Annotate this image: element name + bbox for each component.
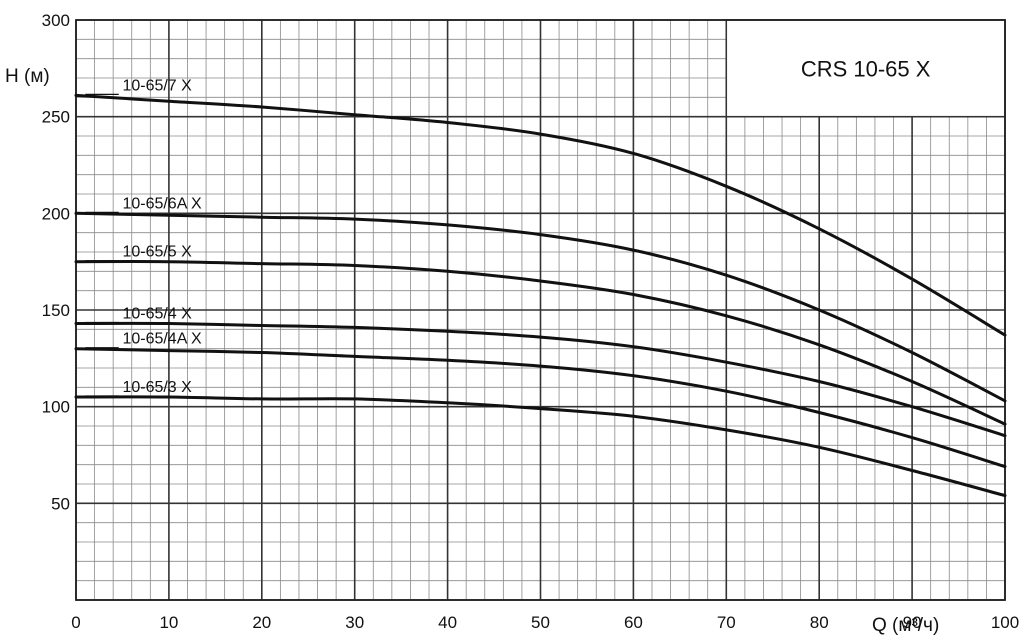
y-axis-label: H (м) bbox=[5, 66, 50, 87]
x-axis-label: Q (м³/ч) bbox=[872, 615, 939, 635]
series-line bbox=[74, 211, 1007, 403]
series-label: 10-65/4 X bbox=[122, 306, 192, 323]
series-label: 10-65/6A X bbox=[122, 195, 202, 212]
x-tick-label: 10 bbox=[159, 613, 178, 632]
x-tick-label: 50 bbox=[531, 613, 550, 632]
series-lines bbox=[74, 93, 1007, 498]
plot-frame bbox=[75, 19, 1006, 601]
chart-title: CRS 10-65 X bbox=[801, 56, 931, 81]
x-tick-label: 60 bbox=[624, 613, 643, 632]
series-line bbox=[74, 93, 1007, 337]
x-tick-label: 30 bbox=[345, 613, 364, 632]
y-tick-label: 100 bbox=[42, 398, 70, 417]
y-tick-label: 50 bbox=[51, 494, 70, 513]
y-tick-label: 200 bbox=[42, 204, 70, 223]
y-tick-label: 250 bbox=[42, 108, 70, 127]
series-line bbox=[74, 260, 1007, 426]
title-box bbox=[725, 19, 1006, 118]
x-tick-labels: 0 10 20 30 40 50 60 70 80 90 100 bbox=[71, 613, 1019, 632]
y-tick-label: 300 bbox=[42, 11, 70, 30]
series-line bbox=[74, 395, 1007, 498]
x-tick-label: 80 bbox=[810, 613, 829, 632]
x-tick-label: 0 bbox=[71, 613, 80, 632]
series-label: 10-65/7 X bbox=[122, 77, 192, 94]
x-tick-label: 70 bbox=[717, 613, 736, 632]
y-tick-labels: 50 100 150 200 250 300 bbox=[42, 11, 70, 513]
series-label: 10-65/3 X bbox=[122, 379, 192, 396]
x-tick-label: 100 bbox=[991, 613, 1019, 632]
series-labels: 10-65/7 X 10-65/6A X 10-65/5 X 10-65/4 X 10-… bbox=[85, 77, 202, 397]
series-line bbox=[74, 347, 1007, 469]
series-line bbox=[74, 321, 1007, 438]
series-label: 10-65/5 X bbox=[122, 244, 192, 261]
x-tick-label: 20 bbox=[252, 613, 271, 632]
y-tick-label: 150 bbox=[42, 301, 70, 320]
x-tick-label: 90 bbox=[903, 613, 922, 632]
series-label: 10-65/4A X bbox=[122, 331, 202, 348]
x-tick-label: 40 bbox=[438, 613, 457, 632]
